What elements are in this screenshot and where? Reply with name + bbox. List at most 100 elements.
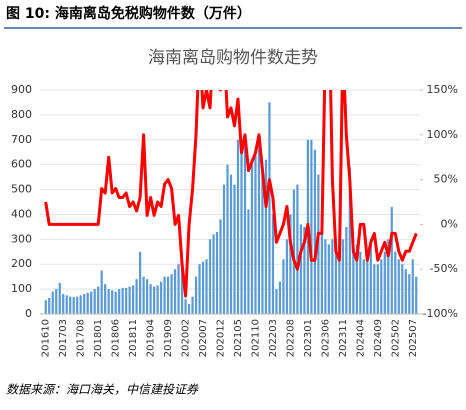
bar [345, 226, 348, 314]
bar [355, 244, 358, 314]
bar [236, 139, 240, 314]
bar [55, 289, 58, 314]
bar [404, 269, 407, 314]
bar [320, 214, 323, 314]
x-tick-label: 202203 [268, 319, 279, 357]
bar [83, 294, 86, 314]
bar [303, 226, 306, 314]
bar [166, 276, 170, 314]
x-tick-label: 201806 [111, 319, 122, 357]
bar [79, 295, 82, 314]
line [44, 90, 418, 298]
bar [278, 281, 282, 314]
bar [401, 264, 404, 314]
bar [369, 244, 372, 314]
bar [76, 296, 79, 314]
bar [205, 259, 208, 314]
bar [163, 276, 166, 314]
x-tick-label: 201801 [93, 319, 104, 357]
bar [366, 249, 369, 314]
bar [128, 286, 131, 314]
bar [380, 259, 383, 314]
bar [341, 239, 344, 314]
bar [90, 291, 93, 314]
x-tick-label: 202208 [285, 319, 296, 357]
bar [240, 144, 243, 314]
y-tick-label: 700 [11, 133, 32, 146]
bar [247, 209, 250, 314]
line-clip [44, 90, 418, 298]
bar [275, 289, 278, 314]
bar [254, 154, 257, 314]
bar [408, 274, 411, 314]
x-tick-label: 202110 [250, 319, 261, 357]
y-tick-label: 800 [11, 108, 32, 121]
bar [93, 289, 96, 314]
bar [397, 259, 400, 314]
y-tick-label: 400 [11, 207, 32, 220]
y-tick-label: 300 [11, 232, 32, 245]
bar [201, 261, 205, 314]
chart-title: 海南离岛购物件数走势 [148, 48, 318, 68]
bar [359, 251, 362, 314]
bar [191, 296, 194, 314]
x-tick-label: 201610 [41, 319, 52, 357]
x-tick-label: 202502 [390, 319, 401, 357]
bar [271, 214, 275, 314]
bar [324, 239, 327, 314]
x-tick-label: 201708 [76, 319, 87, 357]
bar [334, 251, 337, 314]
bar [114, 291, 117, 314]
y-tick-label: 200 [11, 257, 32, 270]
x-tick-label: 201703 [58, 319, 69, 357]
x-tick-label: 201909 [163, 319, 174, 357]
bar [219, 219, 222, 314]
bar [313, 149, 317, 314]
x-tick-label: 202105 [233, 319, 244, 357]
x-tick-label: 202301 [303, 319, 314, 357]
bar [180, 264, 184, 314]
bar [142, 276, 145, 314]
bar [327, 244, 330, 314]
bar [383, 251, 386, 314]
source-note: 数据来源：海口海关，中信建投证券 [6, 383, 199, 397]
bar [222, 184, 226, 314]
bar [177, 264, 180, 314]
bar [107, 289, 110, 314]
y2-tick-label: 150% [427, 83, 458, 96]
bar [139, 251, 142, 314]
bar [118, 289, 121, 314]
bar [243, 134, 247, 314]
bar [233, 184, 236, 314]
x-tick-label: 202404 [355, 319, 366, 357]
bar [125, 287, 128, 314]
bar [376, 264, 379, 314]
bar [156, 285, 159, 314]
bar [208, 239, 212, 314]
bar [121, 287, 124, 314]
x-tick-label: 202007 [198, 319, 209, 357]
bar [51, 291, 54, 314]
bar [215, 231, 219, 314]
x-tick-label: 202012 [216, 319, 227, 357]
bar [226, 164, 229, 314]
x-tick-label: 201811 [128, 319, 139, 357]
bar [348, 167, 351, 314]
bar [212, 234, 215, 314]
bar [132, 285, 135, 314]
x-tick-label: 202002 [181, 319, 192, 357]
y2-tick-label: 50% [434, 173, 458, 186]
x-tick-label: 201904 [146, 319, 157, 357]
bar [229, 174, 233, 314]
bar [394, 251, 397, 314]
figure-header: 图 10: 海南离岛免税购物件数（万件） [6, 5, 251, 22]
bar [390, 206, 393, 314]
bar [159, 281, 163, 314]
bar [104, 284, 107, 314]
bar [387, 239, 390, 314]
bar [86, 292, 89, 314]
bar [261, 174, 264, 314]
y-tick-label: 600 [11, 158, 32, 171]
bar [97, 286, 100, 314]
